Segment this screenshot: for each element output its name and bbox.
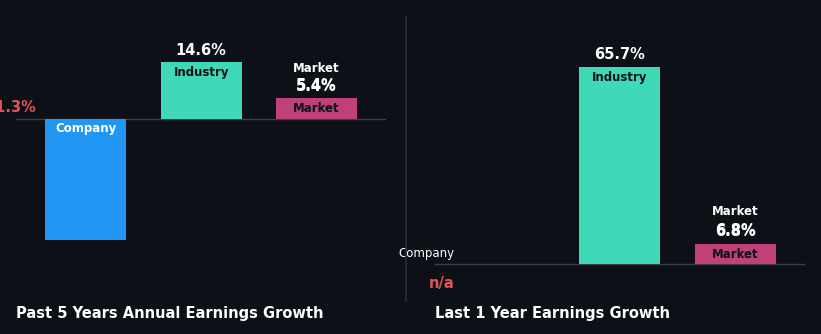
- Text: 6.8%: 6.8%: [715, 224, 755, 239]
- Text: 14.6%: 14.6%: [176, 43, 227, 58]
- Text: 5.4%: 5.4%: [296, 78, 337, 94]
- Text: -31.3%: -31.3%: [0, 100, 36, 115]
- Text: 5.4%: 5.4%: [296, 78, 337, 93]
- Bar: [45, 119, 126, 240]
- Text: Industry: Industry: [592, 71, 648, 84]
- Text: Company: Company: [399, 247, 455, 260]
- Bar: [161, 62, 241, 119]
- Text: Industry: Industry: [173, 66, 229, 79]
- Text: Past 5 Years Annual Earnings Growth: Past 5 Years Annual Earnings Growth: [16, 306, 324, 321]
- Text: n/a: n/a: [429, 276, 455, 291]
- Bar: [695, 243, 776, 264]
- Text: Market: Market: [293, 102, 340, 115]
- Text: Market: Market: [293, 62, 340, 75]
- Bar: [276, 98, 357, 119]
- Text: Market: Market: [712, 205, 759, 218]
- Text: 6.8%: 6.8%: [715, 223, 755, 238]
- Text: Last 1 Year Earnings Growth: Last 1 Year Earnings Growth: [435, 306, 670, 321]
- Text: 65.7%: 65.7%: [594, 47, 645, 62]
- Text: Market: Market: [712, 247, 759, 261]
- Text: Company: Company: [55, 123, 117, 136]
- Bar: [580, 67, 660, 264]
